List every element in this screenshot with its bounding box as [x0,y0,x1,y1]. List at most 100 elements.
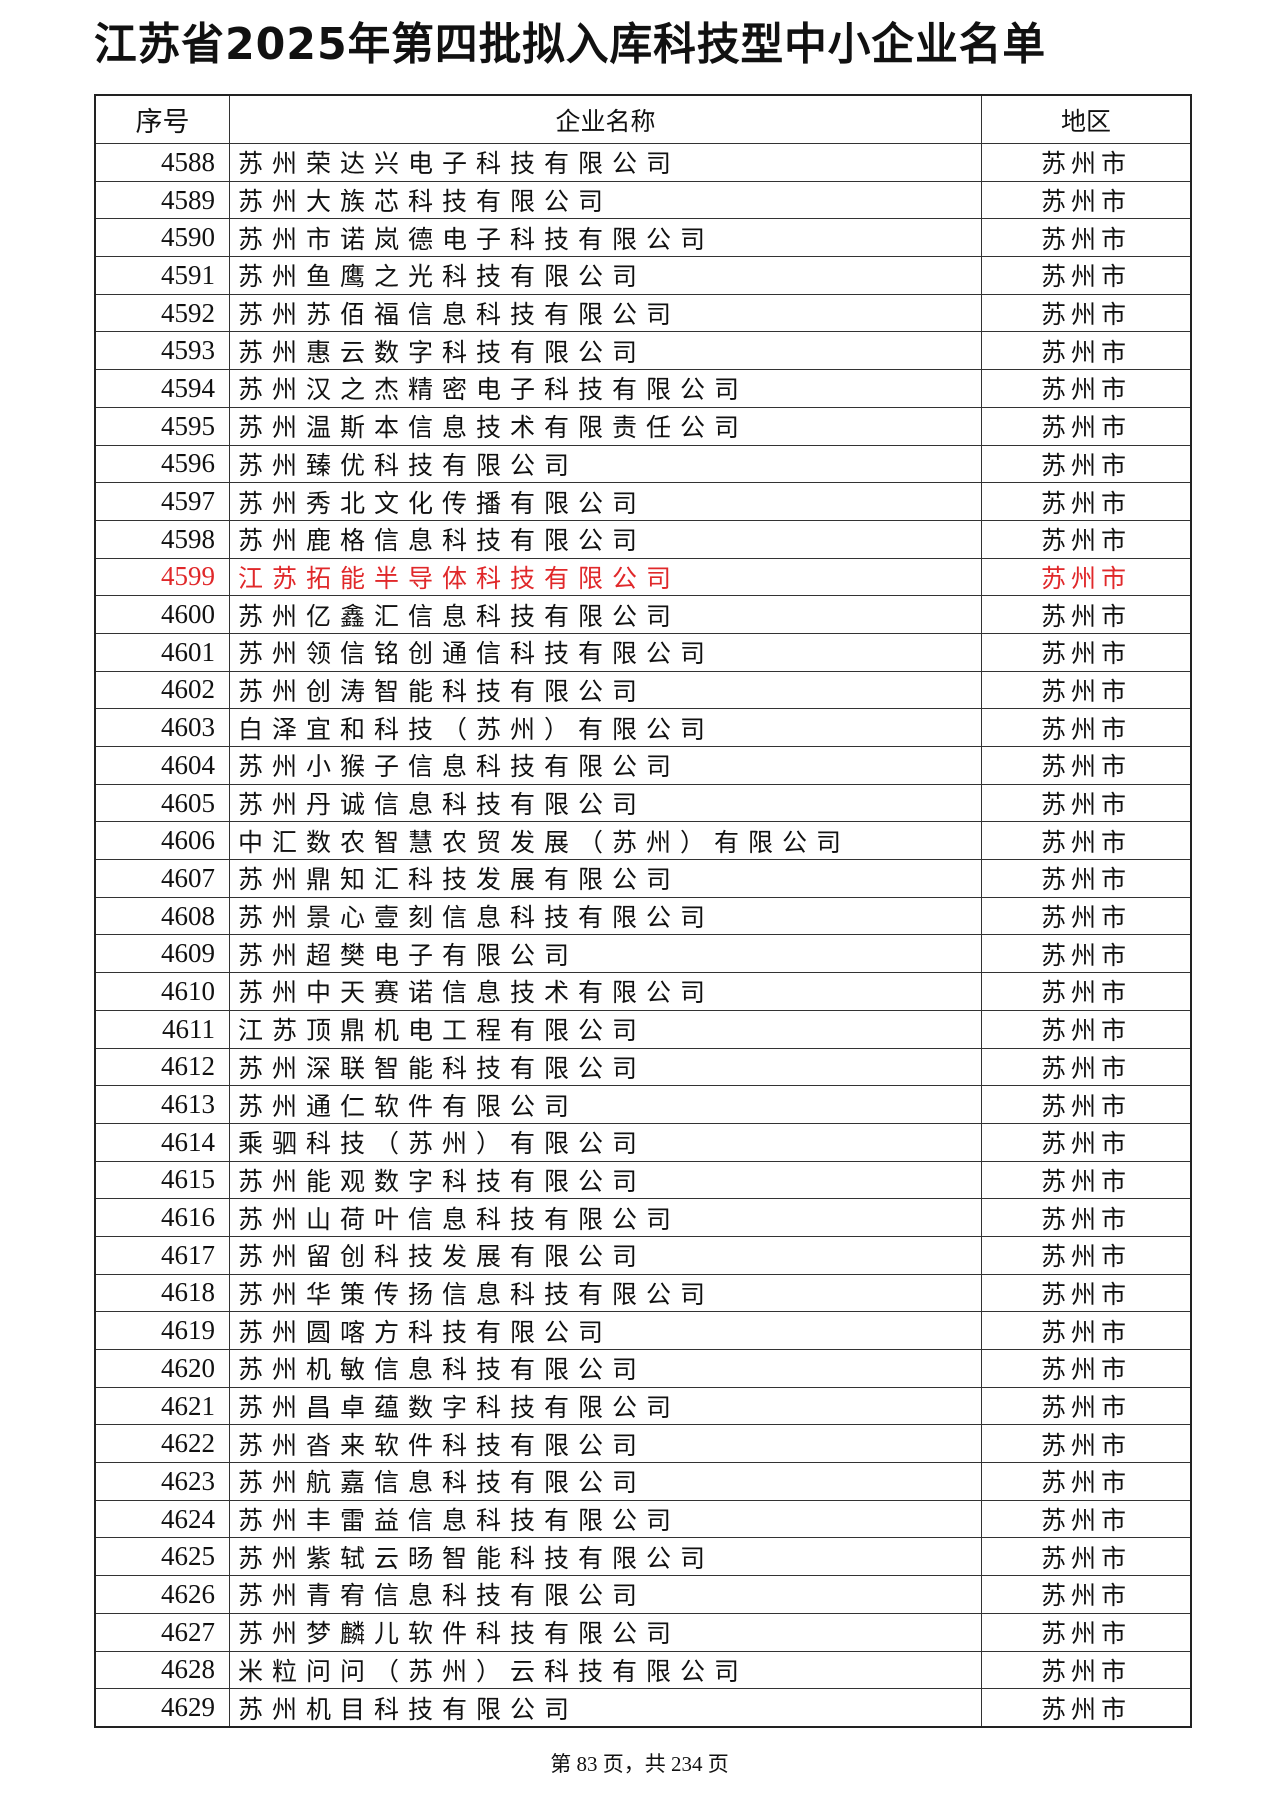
cell-region: 苏州市 [981,934,1192,974]
cell-company-name: 苏州紫轼云旸智能科技有限公司 [229,1537,982,1577]
table-row: 4625 苏州紫轼云旸智能科技有限公司 苏州市 [94,1537,1192,1577]
cell-index: 4611 [94,1009,230,1049]
cell-region: 苏州市 [981,859,1192,898]
cell-company-name: 苏州通仁软件有限公司 [229,1085,982,1124]
cell-index: 4588 [94,143,230,182]
cell-region: 苏州市 [981,1047,1192,1087]
header-name: 企业名称 [229,94,982,144]
table-row: 4597 苏州秀北文化传播有限公司 苏州市 [94,482,1192,521]
cell-company-name: 苏州山荷叶信息科技有限公司 [229,1198,982,1237]
cell-company-name: 苏州小猴子信息科技有限公司 [229,746,982,785]
cell-company-name: 苏州梦麟儿软件科技有限公司 [229,1612,982,1652]
cell-company-name: 苏州汉之杰精密电子科技有限公司 [229,369,982,408]
table-row: 4621 苏州昌卓蕴数字科技有限公司 苏州市 [94,1386,1192,1426]
cell-index: 4624 [94,1499,230,1539]
cell-index: 4610 [94,972,230,1011]
cell-company-name: 江苏顶鼎机电工程有限公司 [229,1009,982,1049]
cell-company-name: 白泽宜和科技（苏州）有限公司 [229,708,982,747]
cell-index: 4622 [94,1424,230,1464]
cell-region: 苏州市 [981,1349,1192,1388]
cell-index: 4615 [94,1160,230,1200]
cell-company-name: 苏州市诺岚德电子科技有限公司 [229,218,982,258]
cell-company-name: 米粒问问（苏州）云科技有限公司 [229,1650,982,1690]
table-row: 4617 苏州留创科技发展有限公司 苏州市 [94,1235,1192,1275]
cell-company-name: 中汇数农智慧农贸发展（苏州）有限公司 [229,821,982,861]
cell-index: 4594 [94,369,230,408]
table-header-row: 序号 企业名称 地区 [94,94,1192,144]
cell-region: 苏州市 [981,1311,1192,1350]
table-row: 4602 苏州创涛智能科技有限公司 苏州市 [94,670,1192,710]
cell-company-name: 苏州惠云数字科技有限公司 [229,331,982,371]
table-row: 4593 苏州惠云数字科技有限公司 苏州市 [94,331,1192,371]
cell-index: 4629 [94,1688,230,1728]
table-row: 4616 苏州山荷叶信息科技有限公司 苏州市 [94,1198,1192,1237]
cell-region: 苏州市 [981,896,1192,936]
company-table: 序号 企业名称 地区 4588 苏州荣达兴电子科技有限公司 苏州市 4589 苏州大族芯… [94,94,1192,1728]
table-row: 4603 白泽宜和科技（苏州）有限公司 苏州市 [94,708,1192,747]
cell-region: 苏州市 [981,783,1192,823]
cell-region: 苏州市 [981,1122,1192,1162]
cell-region: 苏州市 [981,1575,1192,1614]
cell-index: 4621 [94,1386,230,1426]
table-row: 4606 中汇数农智慧农贸发展（苏州）有限公司 苏州市 [94,821,1192,861]
cell-region: 苏州市 [981,519,1192,559]
cell-company-name: 苏州能观数字科技有限公司 [229,1160,982,1200]
cell-region: 苏州市 [981,595,1192,634]
cell-company-name: 苏州沓来软件科技有限公司 [229,1424,982,1464]
cell-company-name: 苏州圆喀方科技有限公司 [229,1311,982,1350]
cell-company-name: 乘驷科技（苏州）有限公司 [229,1122,982,1162]
cell-company-name: 苏州丰雷益信息科技有限公司 [229,1499,982,1539]
cell-company-name: 苏州超樊电子有限公司 [229,934,982,974]
cell-index: 4601 [94,632,230,672]
header-region: 地区 [981,94,1192,144]
table-row: 4611 江苏顶鼎机电工程有限公司 苏州市 [94,1009,1192,1049]
cell-index: 4604 [94,746,230,785]
cell-index: 4589 [94,180,230,220]
cell-company-name: 苏州领信铭创通信科技有限公司 [229,632,982,672]
cell-company-name: 苏州青宥信息科技有限公司 [229,1575,982,1614]
cell-company-name: 苏州荣达兴电子科技有限公司 [229,143,982,182]
cell-company-name: 苏州温斯本信息技术有限责任公司 [229,406,982,446]
cell-index: 4590 [94,218,230,258]
cell-index: 4607 [94,859,230,898]
cell-region: 苏州市 [981,369,1192,408]
cell-index: 4613 [94,1085,230,1124]
cell-region: 苏州市 [981,821,1192,861]
table-row: 4607 苏州鼎知汇科技发展有限公司 苏州市 [94,859,1192,898]
cell-index: 4600 [94,595,230,634]
cell-index: 4628 [94,1650,230,1690]
table-row: 4624 苏州丰雷益信息科技有限公司 苏州市 [94,1499,1192,1539]
table-row: 4590 苏州市诺岚德电子科技有限公司 苏州市 [94,218,1192,258]
cell-region: 苏州市 [981,180,1192,220]
cell-index: 4606 [94,821,230,861]
cell-index: 4593 [94,331,230,371]
cell-company-name: 苏州昌卓蕴数字科技有限公司 [229,1386,982,1426]
cell-index: 4608 [94,896,230,936]
table-row: 4600 苏州亿鑫汇信息科技有限公司 苏州市 [94,595,1192,634]
cell-company-name: 苏州创涛智能科技有限公司 [229,670,982,710]
table-row: 4596 苏州臻优科技有限公司 苏州市 [94,444,1192,484]
cell-region: 苏州市 [981,1650,1192,1690]
cell-company-name: 苏州亿鑫汇信息科技有限公司 [229,595,982,634]
cell-region: 苏州市 [981,972,1192,1011]
cell-index: 4627 [94,1612,230,1652]
cell-region: 苏州市 [981,1386,1192,1426]
cell-region: 苏州市 [981,1160,1192,1200]
cell-index: 4605 [94,783,230,823]
cell-index: 4603 [94,708,230,747]
cell-company-name: 苏州景心壹刻信息科技有限公司 [229,896,982,936]
cell-region: 苏州市 [981,1424,1192,1464]
table-row: 4610 苏州中天赛诺信息技术有限公司 苏州市 [94,972,1192,1011]
table-row: 4594 苏州汉之杰精密电子科技有限公司 苏州市 [94,369,1192,408]
cell-region: 苏州市 [981,632,1192,672]
cell-company-name: 苏州丹诚信息科技有限公司 [229,783,982,823]
cell-region: 苏州市 [981,444,1192,484]
table-row: 4629 苏州机目科技有限公司 苏州市 [94,1688,1192,1728]
table-row: 4589 苏州大族芯科技有限公司 苏州市 [94,180,1192,220]
cell-region: 苏州市 [981,1688,1192,1728]
cell-index: 4625 [94,1537,230,1577]
table-row: 4612 苏州深联智能科技有限公司 苏州市 [94,1047,1192,1087]
cell-region: 苏州市 [981,1085,1192,1124]
cell-company-name: 苏州华策传扬信息科技有限公司 [229,1273,982,1313]
page-title: 江苏省2025年第四批拟入库科技型中小企业名单 [94,19,1047,70]
